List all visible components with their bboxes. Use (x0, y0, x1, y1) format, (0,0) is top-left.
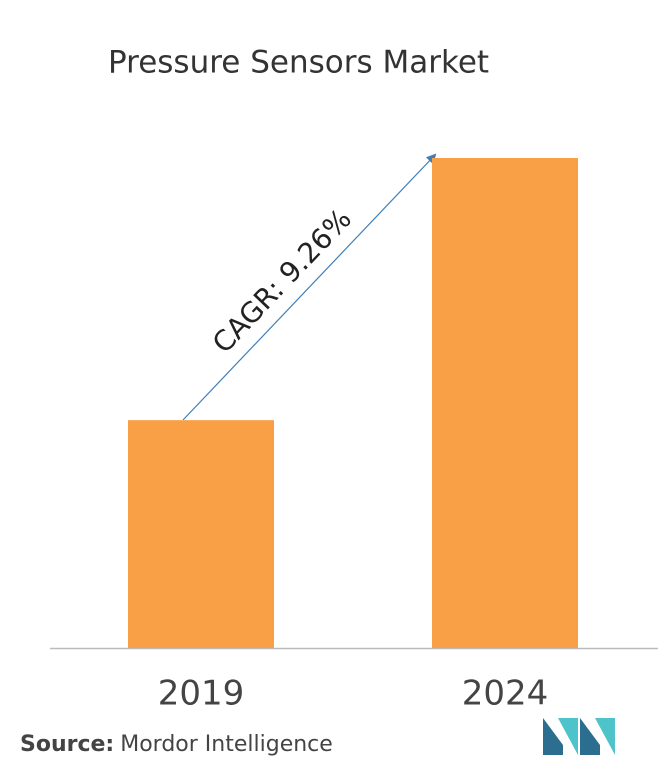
cagr-arrow (182, 153, 437, 421)
x-tick-label: 2019 (158, 674, 245, 714)
bar (432, 158, 578, 648)
source-label: Source: (20, 732, 114, 757)
logo (543, 718, 615, 755)
source-name: Mordor Intelligence (120, 732, 333, 757)
bar (128, 420, 274, 648)
chart-title: Pressure Sensors Market (108, 45, 489, 81)
x-tick-label: 2024 (462, 674, 549, 714)
source: Source: Mordor Intelligence (20, 732, 333, 757)
cagr-label: CAGR: 9.26% (206, 202, 358, 359)
